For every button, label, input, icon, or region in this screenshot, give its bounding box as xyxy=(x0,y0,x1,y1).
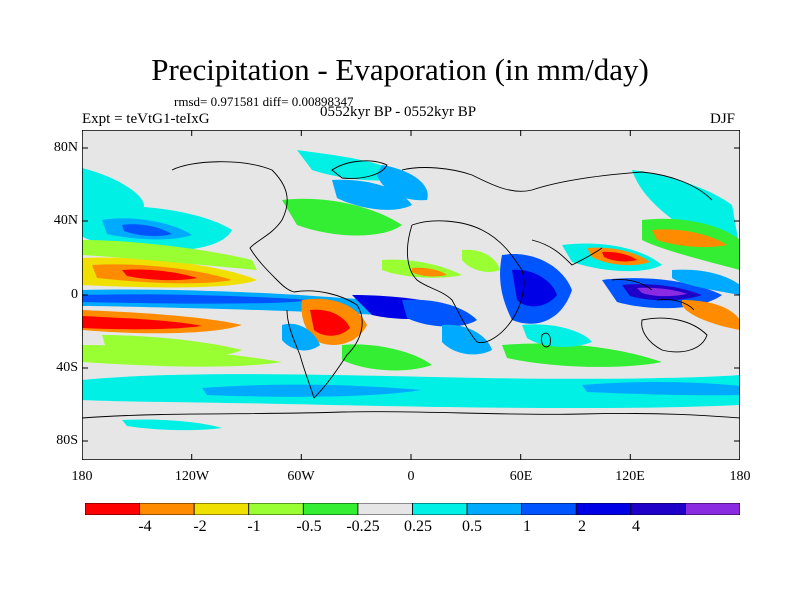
colorbar-swatch xyxy=(521,503,577,515)
colorbar-label: -1 xyxy=(247,518,261,535)
colorbar-label: -0.25 xyxy=(346,518,380,535)
colorbar-swatch xyxy=(575,503,632,515)
colorbar-swatch xyxy=(412,503,468,515)
colorbar-label: 1 xyxy=(523,518,531,535)
lon-label-60w: 60W xyxy=(287,469,315,484)
colorbar-swatch xyxy=(302,503,359,515)
map-ticks xyxy=(82,130,740,460)
colorbar-label: -2 xyxy=(193,518,207,535)
colorbar-label: -0.5 xyxy=(296,518,322,535)
page-title: Precipitation - Evaporation (in mm/day) xyxy=(151,52,649,87)
colorbar-swatch xyxy=(685,503,740,515)
colorbar-label: 2 xyxy=(578,518,586,535)
period-label: 0552kyr BP - 0552kyr BP xyxy=(320,104,477,120)
lon-label-60e: 60E xyxy=(509,469,533,484)
field-patches xyxy=(82,150,740,431)
colorbar-swatch xyxy=(193,503,250,515)
colorbar-label: -4 xyxy=(138,518,152,535)
lon-label-120e: 120E xyxy=(615,469,645,484)
lon-label-120w: 120W xyxy=(174,469,210,484)
colorbar-swatch xyxy=(630,503,686,515)
colorbar-swatch xyxy=(466,503,523,515)
lat-label-80s: 80S xyxy=(56,433,78,448)
lon-label-180w: 180 xyxy=(71,469,93,484)
lat-label-80n: 80N xyxy=(53,140,78,155)
season-label: DJF xyxy=(710,111,736,127)
lon-label-0: 0 xyxy=(407,469,415,484)
coastlines xyxy=(82,160,740,419)
lat-label-40n: 40N xyxy=(53,213,78,228)
colorbar-swatch xyxy=(85,503,140,515)
colorbar-label: 0.25 xyxy=(404,518,432,535)
colorbar-swatch xyxy=(248,503,304,515)
experiment-label: Expt = teVtG1-teIxG xyxy=(82,111,210,127)
map-panel xyxy=(82,130,740,460)
colorbar xyxy=(85,503,740,515)
colorbar-swatch xyxy=(357,503,413,515)
colorbar-label: 4 xyxy=(632,518,640,535)
lat-label-0: 0 xyxy=(71,287,78,302)
stats-text: rmsd= 0.971581 diff= 0.00898347 xyxy=(174,94,354,109)
colorbar-label: 0.5 xyxy=(462,518,482,535)
lon-label-180e: 180 xyxy=(729,469,751,484)
colorbar-swatch xyxy=(139,503,195,515)
lat-label-40s: 40S xyxy=(56,360,78,375)
